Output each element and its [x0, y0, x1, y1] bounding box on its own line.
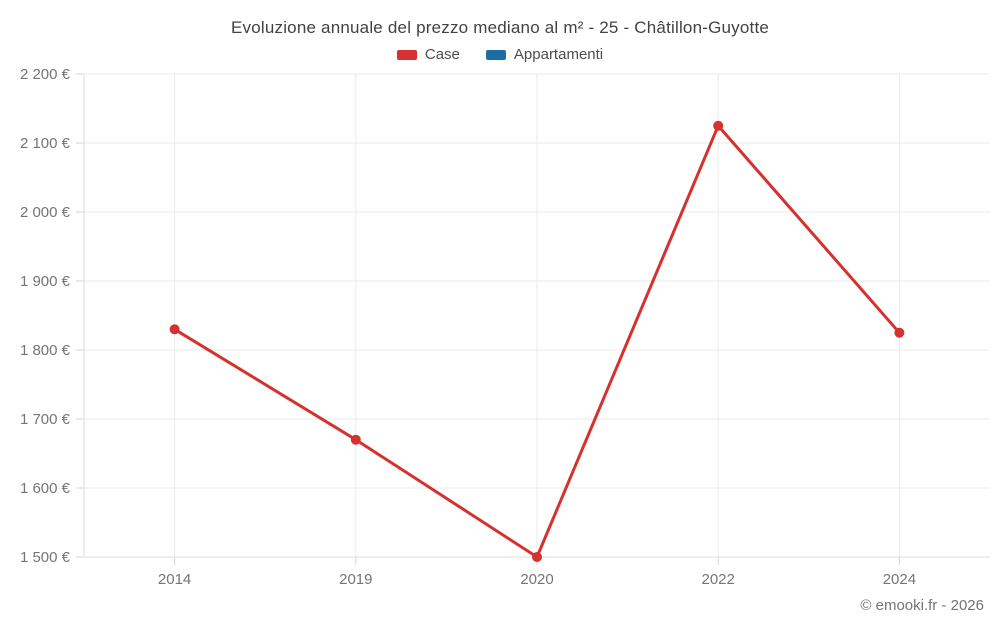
chart-legend: Case Appartamenti [0, 46, 1000, 63]
legend-label: Case [424, 46, 460, 63]
data-point-case-2024[interactable] [894, 327, 905, 338]
y-tick-label: 1 500 € [20, 549, 71, 566]
legend-label: Appartamenti [513, 46, 604, 63]
y-tick-label: 2 200 € [20, 66, 71, 83]
data-point-case-2020[interactable] [532, 552, 542, 562]
y-tick-label: 1 800 € [20, 342, 71, 359]
x-tick-label: 2019 [339, 571, 372, 588]
legend-swatch-case [396, 49, 417, 60]
x-tick-label: 2022 [702, 571, 735, 588]
legend-swatch-appartamenti [485, 49, 506, 60]
y-tick-label: 2 000 € [20, 204, 71, 221]
x-tick-label: 2020 [520, 571, 553, 588]
y-tick-label: 1 700 € [20, 411, 71, 428]
data-point-case-2022[interactable] [713, 120, 724, 131]
y-tick-label: 1 600 € [20, 480, 71, 497]
chart-footer-credit: © emooki.fr - 2026 [860, 597, 984, 614]
y-tick-label: 1 900 € [20, 273, 71, 290]
legend-item-appartamenti[interactable]: Appartamenti [485, 46, 604, 63]
chart-title: Evoluzione annuale del prezzo mediano al… [230, 18, 770, 37]
y-tick-label: 2 100 € [20, 135, 71, 152]
data-point-case-2019[interactable] [350, 434, 361, 445]
x-tick-label: 2024 [883, 571, 916, 588]
legend-item-case[interactable]: Case [396, 46, 460, 63]
x-tick-label: 2014 [158, 571, 191, 588]
data-point-case-2014[interactable] [169, 324, 180, 335]
